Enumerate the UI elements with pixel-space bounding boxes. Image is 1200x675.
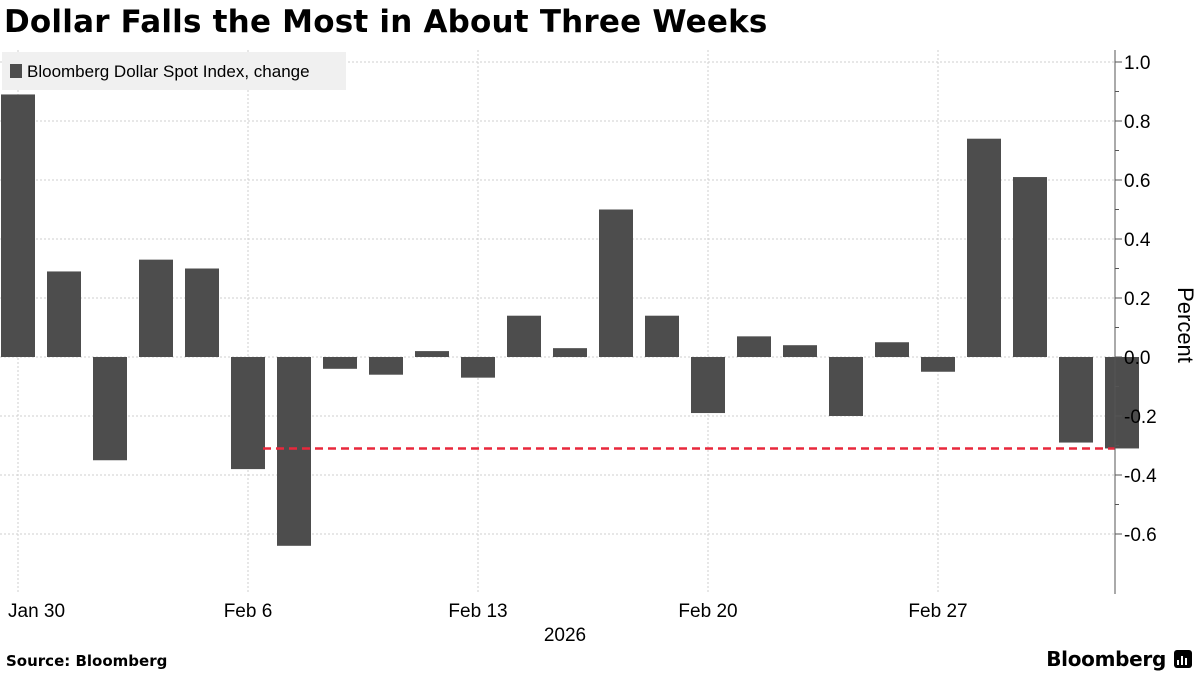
bar (967, 138, 1001, 357)
x-tick-label: Feb 20 (678, 601, 737, 622)
bar (645, 315, 679, 357)
y-tick-label: 0.0 (1124, 348, 1150, 369)
bar (783, 345, 817, 357)
x-axis-label: 2026 (544, 625, 586, 646)
bar (875, 342, 909, 357)
y-tick-label: 0.6 (1124, 171, 1150, 192)
source-note: Source: Bloomberg (6, 652, 168, 670)
bar (185, 268, 219, 357)
x-tick-label: Feb 6 (224, 601, 273, 622)
bar (737, 336, 771, 357)
bar (507, 315, 541, 357)
bar (691, 357, 725, 414)
bar (93, 357, 127, 461)
x-tick-label: Feb 13 (448, 601, 507, 622)
bar (139, 259, 173, 357)
bar (599, 209, 633, 357)
bar (921, 357, 955, 372)
bar (47, 271, 81, 357)
bar (415, 351, 449, 357)
bar (231, 357, 265, 470)
x-tick-label: Jan 30 (8, 601, 65, 622)
y-tick-label: -0.2 (1124, 407, 1157, 428)
legend-label: Bloomberg Dollar Spot Index, change (27, 62, 310, 81)
legend-swatch (10, 64, 22, 78)
y-axis-label: Percent (1173, 287, 1198, 363)
bloomberg-terminal-icon (1174, 650, 1192, 668)
y-tick-label: -0.4 (1124, 466, 1157, 487)
bar (553, 348, 587, 357)
bar (1013, 177, 1047, 357)
bar (277, 357, 311, 546)
bar (1059, 357, 1093, 443)
bar (461, 357, 495, 378)
x-tick-label: Feb 27 (908, 601, 967, 622)
bar (1, 94, 35, 357)
bar (323, 357, 357, 369)
y-tick-label: 0.4 (1124, 230, 1151, 251)
y-tick-label: 0.2 (1124, 289, 1150, 310)
y-tick-label: -0.6 (1124, 525, 1157, 546)
legend (2, 52, 346, 90)
bar (369, 357, 403, 375)
chart-title: Dollar Falls the Most in About Three Wee… (4, 4, 768, 40)
y-tick-label: 0.8 (1124, 112, 1150, 133)
brand-logo: Bloomberg (1046, 647, 1166, 671)
bar (1105, 357, 1139, 449)
y-tick-label: 1.0 (1124, 53, 1150, 74)
bar (829, 357, 863, 416)
